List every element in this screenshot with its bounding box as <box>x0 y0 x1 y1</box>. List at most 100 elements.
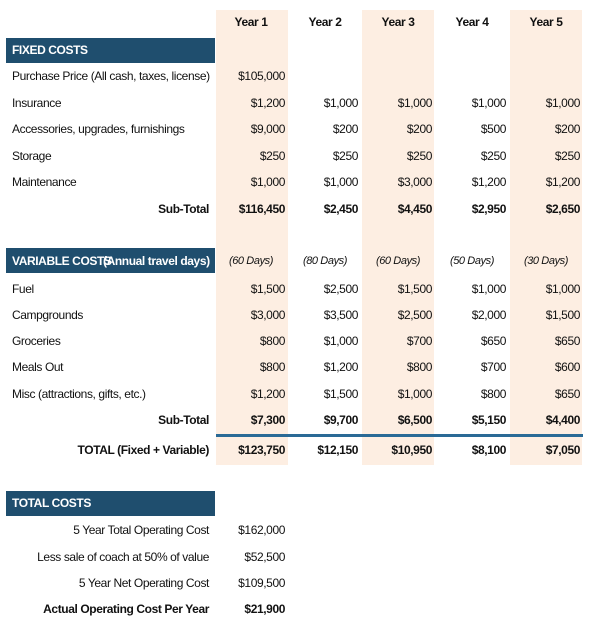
subtotal-value: $2,950 <box>471 202 507 216</box>
total-value: $7,050 <box>545 443 581 457</box>
subtotal-value: $6,500 <box>397 413 433 427</box>
column-header: Year 4 <box>455 15 489 29</box>
cell-value: $3,000 <box>397 175 433 189</box>
cell-value: $700 <box>406 334 433 348</box>
cell-value: $200 <box>406 122 433 136</box>
days-note: (60 Days) <box>375 255 421 267</box>
subtotal-value: $4,450 <box>397 202 433 216</box>
cell-value: $2,500 <box>323 282 359 296</box>
summary-label: Less sale of coach at 50% of value <box>37 550 209 564</box>
cell-value: $700 <box>480 360 507 374</box>
section-title: VARIABLE COSTS <box>12 254 112 268</box>
cell-value: $1,000 <box>323 334 359 348</box>
cell-value: $1,000 <box>545 282 581 296</box>
cell-value: $1,000 <box>323 96 359 110</box>
column-header: Year 3 <box>381 15 415 29</box>
cell-value: $1,000 <box>545 96 581 110</box>
subtotal-value: $2,450 <box>323 202 359 216</box>
cell-value: $1,200 <box>545 175 581 189</box>
subtotal-value: $9,700 <box>323 413 359 427</box>
section-title: FIXED COSTS <box>12 43 88 57</box>
summary-value: $162,000 <box>238 523 285 537</box>
summary-label: Actual Operating Cost Per Year <box>43 602 209 616</box>
subtotal-value: $7,300 <box>250 413 286 427</box>
cell-value: $200 <box>332 122 359 136</box>
cell-value: $250 <box>332 149 359 163</box>
cell-value: $1,200 <box>250 387 286 401</box>
total-value: $12,150 <box>317 443 358 457</box>
days-note: (60 Days) <box>228 255 274 267</box>
cell-value: $1,000 <box>397 96 433 110</box>
days-note: (30 Days) <box>523 255 569 267</box>
row-label: Accessories, upgrades, furnishings <box>12 122 185 136</box>
cell-value: $1,000 <box>323 175 359 189</box>
cell-value: $1,200 <box>250 96 286 110</box>
section-bar <box>6 248 215 273</box>
subtotal-value: $2,650 <box>545 202 581 216</box>
cell-value: $250 <box>406 149 433 163</box>
row-label: Storage <box>12 149 52 163</box>
summary-value: $109,500 <box>238 576 285 590</box>
cell-value: $1,200 <box>471 175 507 189</box>
cell-value: $800 <box>480 387 507 401</box>
cell-value: $2,500 <box>397 308 433 322</box>
column-shade <box>510 10 582 465</box>
cell-value: $1,000 <box>471 282 507 296</box>
row-label: Groceries <box>12 334 61 348</box>
cell-value: $1,500 <box>323 387 359 401</box>
row-label: Insurance <box>12 96 62 110</box>
section-note: (Annual travel days) <box>103 254 210 268</box>
days-note: (50 Days) <box>449 255 495 267</box>
cell-value: $1,200 <box>323 360 359 374</box>
row-label: Meals Out <box>12 360 64 374</box>
cell-value: $1,000 <box>471 96 507 110</box>
subtotal-label: Sub-Total <box>158 413 209 427</box>
cell-value: $650 <box>554 387 581 401</box>
section-title: TOTAL COSTS <box>12 496 91 510</box>
cell-value: $650 <box>554 334 581 348</box>
row-label: Purchase Price (All cash, taxes, license… <box>12 69 210 83</box>
row-label: Misc (attractions, gifts, etc.) <box>12 387 146 401</box>
cell-value: $250 <box>259 149 286 163</box>
cell-value: $2,000 <box>471 308 507 322</box>
cell-value: $250 <box>554 149 581 163</box>
cell-value: $800 <box>406 360 433 374</box>
total-rule <box>216 434 583 437</box>
section-bar <box>6 38 215 63</box>
cell-value: $1,500 <box>397 282 433 296</box>
subtotal-value: $4,400 <box>545 413 581 427</box>
summary-value: $52,500 <box>244 550 285 564</box>
summary-label: 5 Year Net Operating Cost <box>78 576 209 590</box>
cell-value: $9,000 <box>250 122 286 136</box>
column-header: Year 2 <box>308 15 342 29</box>
cell-value: $250 <box>480 149 507 163</box>
cell-value: $500 <box>480 122 507 136</box>
cell-value: $3,500 <box>323 308 359 322</box>
total-label: TOTAL (Fixed + Variable) <box>77 443 210 457</box>
cell-value: $200 <box>554 122 581 136</box>
subtotal-value: $116,450 <box>238 202 286 216</box>
cell-value: $800 <box>259 360 286 374</box>
column-shade <box>216 10 288 465</box>
column-header: Year 5 <box>529 15 563 29</box>
cell-value: $1,500 <box>250 282 286 296</box>
row-label: Campgrounds <box>12 308 83 322</box>
days-note: (80 Days) <box>302 255 348 267</box>
total-value: $123,750 <box>238 443 285 457</box>
column-shade <box>362 10 434 465</box>
cell-value: $105,000 <box>238 69 285 83</box>
section-bar <box>6 491 215 516</box>
total-value: $8,100 <box>471 443 507 457</box>
cell-value: $600 <box>554 360 581 374</box>
row-label: Maintenance <box>12 175 77 189</box>
cell-value: $800 <box>259 334 286 348</box>
cell-value: $1,500 <box>545 308 581 322</box>
subtotal-value: $5,150 <box>471 413 507 427</box>
column-header: Year 1 <box>234 15 268 29</box>
subtotal-label: Sub-Total <box>158 202 209 216</box>
cell-value: $650 <box>480 334 507 348</box>
cell-value: $1,000 <box>397 387 433 401</box>
cell-value: $3,000 <box>250 308 286 322</box>
row-label: Fuel <box>12 282 34 296</box>
